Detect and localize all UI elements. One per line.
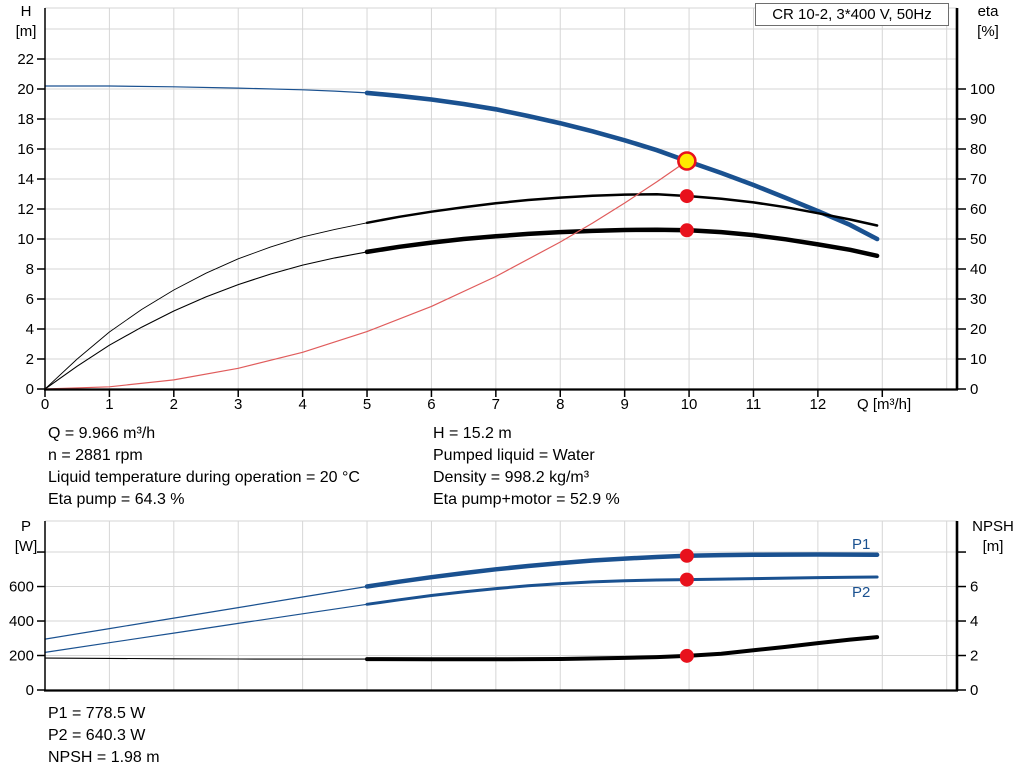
svg-text:10: 10 — [17, 231, 34, 248]
h-axis-label: H [m] — [4, 2, 48, 42]
svg-text:2: 2 — [970, 648, 978, 665]
eta-axis-unit: [%] — [977, 23, 999, 40]
p1-curve-label: P1 — [852, 536, 871, 553]
svg-text:6: 6 — [427, 396, 435, 413]
svg-text:0: 0 — [41, 396, 49, 413]
svg-text:30: 30 — [970, 291, 987, 308]
info-npsh: NPSH = 1.98 m — [48, 749, 160, 766]
svg-text:10: 10 — [970, 351, 987, 368]
svg-text:7: 7 — [492, 396, 500, 413]
svg-text:2: 2 — [170, 396, 178, 413]
svg-text:80: 80 — [970, 141, 987, 158]
svg-text:16: 16 — [17, 141, 34, 158]
power-info: P1 = 778.5 W P2 = 640.3 W NPSH = 1.98 m — [48, 703, 160, 769]
svg-text:40: 40 — [970, 261, 987, 278]
svg-text:14: 14 — [17, 171, 34, 188]
info-flow: Q = 9.966 m³/h — [48, 425, 156, 442]
svg-text:400: 400 — [9, 613, 34, 630]
svg-text:12: 12 — [810, 396, 827, 413]
svg-text:11: 11 — [746, 396, 762, 413]
svg-text:0: 0 — [970, 682, 978, 699]
svg-text:600: 600 — [9, 579, 34, 596]
svg-text:6: 6 — [26, 291, 34, 308]
info-eta-pump-motor: Eta pump+motor = 52.9 % — [433, 491, 620, 508]
eta-axis-label: eta [%] — [966, 2, 1010, 42]
eta-axis-symbol: eta — [977, 3, 999, 20]
svg-text:20: 20 — [970, 321, 987, 338]
info-speed: n = 2881 rpm — [48, 447, 143, 464]
info-eta-pump: Eta pump = 64.3 % — [48, 491, 185, 508]
pump-title-box: CR 10-2, 3*400 V, 50Hz — [755, 3, 949, 26]
svg-text:8: 8 — [556, 396, 564, 413]
info-head: H = 15.2 m — [433, 425, 512, 442]
p2-curve-label: P2 — [852, 584, 871, 601]
npsh-axis-unit: [m] — [982, 538, 1004, 555]
svg-text:4: 4 — [970, 613, 978, 630]
svg-text:0: 0 — [26, 682, 34, 699]
svg-text:200: 200 — [9, 648, 34, 665]
info-p1: P1 = 778.5 W — [48, 705, 146, 722]
info-liquid-temperature: Liquid temperature during operation = 20… — [48, 469, 360, 486]
svg-text:20: 20 — [17, 81, 34, 98]
duty-info-left: Q = 9.966 m³/h n = 2881 rpm Liquid tempe… — [48, 423, 360, 511]
pump-title-text: CR 10-2, 3*400 V, 50Hz — [772, 6, 932, 23]
svg-text:0: 0 — [970, 381, 978, 398]
svg-text:3: 3 — [234, 396, 242, 413]
svg-text:100: 100 — [970, 81, 995, 98]
svg-text:8: 8 — [26, 261, 34, 278]
svg-text:4: 4 — [26, 321, 34, 338]
svg-text:18: 18 — [17, 111, 34, 128]
info-pumped-liquid: Pumped liquid = Water — [433, 447, 595, 464]
svg-text:2: 2 — [26, 351, 34, 368]
svg-text:50: 50 — [970, 231, 987, 248]
svg-text:90: 90 — [970, 111, 987, 128]
svg-text:70: 70 — [970, 171, 987, 188]
svg-text:60: 60 — [970, 201, 987, 218]
svg-text:9: 9 — [620, 396, 628, 413]
svg-text:12: 12 — [17, 201, 34, 218]
q-axis-label: Q [m³/h] — [857, 396, 912, 413]
p-axis-unit: [W] — [14, 538, 38, 555]
h-axis-symbol: H — [20, 3, 32, 20]
p-axis-label: P [W] — [4, 517, 48, 557]
svg-text:6: 6 — [970, 579, 978, 596]
svg-text:1: 1 — [105, 396, 113, 413]
svg-text:4: 4 — [298, 396, 306, 413]
svg-text:10: 10 — [681, 396, 698, 413]
info-density: Density = 998.2 kg/m³ — [433, 469, 590, 486]
svg-text:22: 22 — [17, 51, 34, 68]
p-axis-symbol: P — [20, 518, 31, 535]
svg-text:5: 5 — [363, 396, 371, 413]
npsh-axis-symbol: NPSH — [972, 518, 1014, 535]
duty-info-right: H = 15.2 m Pumped liquid = Water Density… — [433, 423, 620, 511]
npsh-axis-label: NPSH [m] — [964, 517, 1022, 557]
svg-text:0: 0 — [26, 381, 34, 398]
h-axis-unit: [m] — [15, 23, 37, 40]
info-p2: P2 = 640.3 W — [48, 727, 146, 744]
